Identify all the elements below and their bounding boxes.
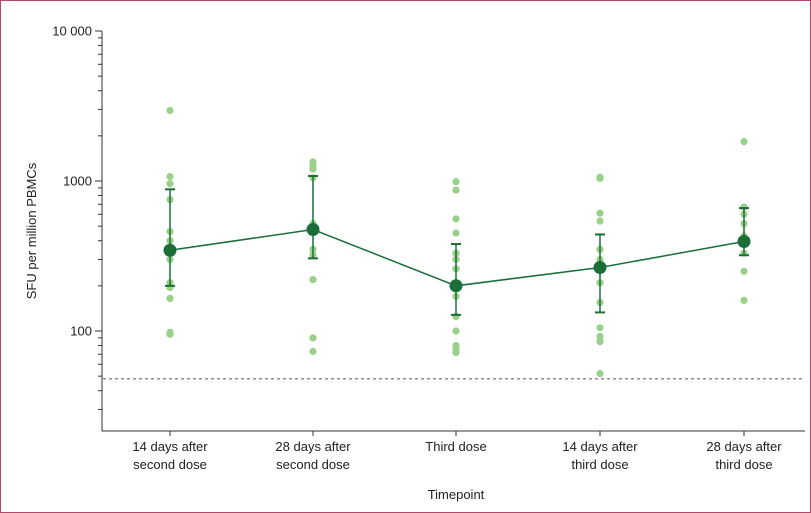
x-tick-label: third dose <box>571 457 628 472</box>
mean-marker <box>163 243 177 257</box>
data-point <box>452 215 460 223</box>
y-axis-title: SFU per million PBMCs <box>24 162 39 299</box>
data-point <box>166 173 174 181</box>
individual-points-layer <box>166 106 748 378</box>
data-point <box>596 338 604 346</box>
y-tick-label: 100 <box>70 324 92 339</box>
axes <box>95 30 805 436</box>
x-tick-label: second dose <box>276 457 350 472</box>
y-tick-labels: 100 1000 10 000 <box>52 24 92 339</box>
data-point <box>596 332 604 340</box>
data-point <box>452 229 460 237</box>
data-point <box>596 209 604 217</box>
data-point <box>596 324 604 332</box>
data-point <box>452 348 460 356</box>
x-tick-label: 14 days after <box>132 439 208 454</box>
x-tick-label: Third dose <box>425 439 486 454</box>
x-tick-label: 14 days after <box>562 439 638 454</box>
mean-marker <box>737 235 751 248</box>
data-point <box>309 165 317 173</box>
data-point <box>452 327 460 335</box>
y-tick-label: 10 000 <box>52 24 92 39</box>
data-point <box>452 186 460 194</box>
data-point <box>166 330 174 338</box>
mean-markers-layer <box>163 223 751 293</box>
data-point <box>166 106 174 115</box>
data-point <box>596 174 604 182</box>
data-point <box>309 347 317 356</box>
mean-marker <box>449 279 463 293</box>
data-point <box>740 138 748 146</box>
data-point <box>596 217 604 225</box>
x-axis-title: Timepoint <box>428 487 485 502</box>
x-tick-label: third dose <box>715 457 772 472</box>
data-point <box>596 370 604 378</box>
x-tick-label: second dose <box>133 457 207 472</box>
mean-marker <box>593 261 607 274</box>
x-tick-labels: 14 days after second dose 28 days after sec… <box>132 439 782 472</box>
x-tick-label: 28 days after <box>706 439 782 454</box>
x-tick-label: 28 days after <box>275 439 351 454</box>
data-point <box>452 178 460 186</box>
data-point <box>166 294 174 302</box>
data-point <box>740 267 748 275</box>
data-point <box>309 276 317 284</box>
data-point <box>740 296 748 304</box>
data-point <box>166 180 174 188</box>
mean-marker <box>306 223 320 236</box>
data-point <box>309 334 317 342</box>
y-tick-label: 1000 <box>63 174 92 189</box>
